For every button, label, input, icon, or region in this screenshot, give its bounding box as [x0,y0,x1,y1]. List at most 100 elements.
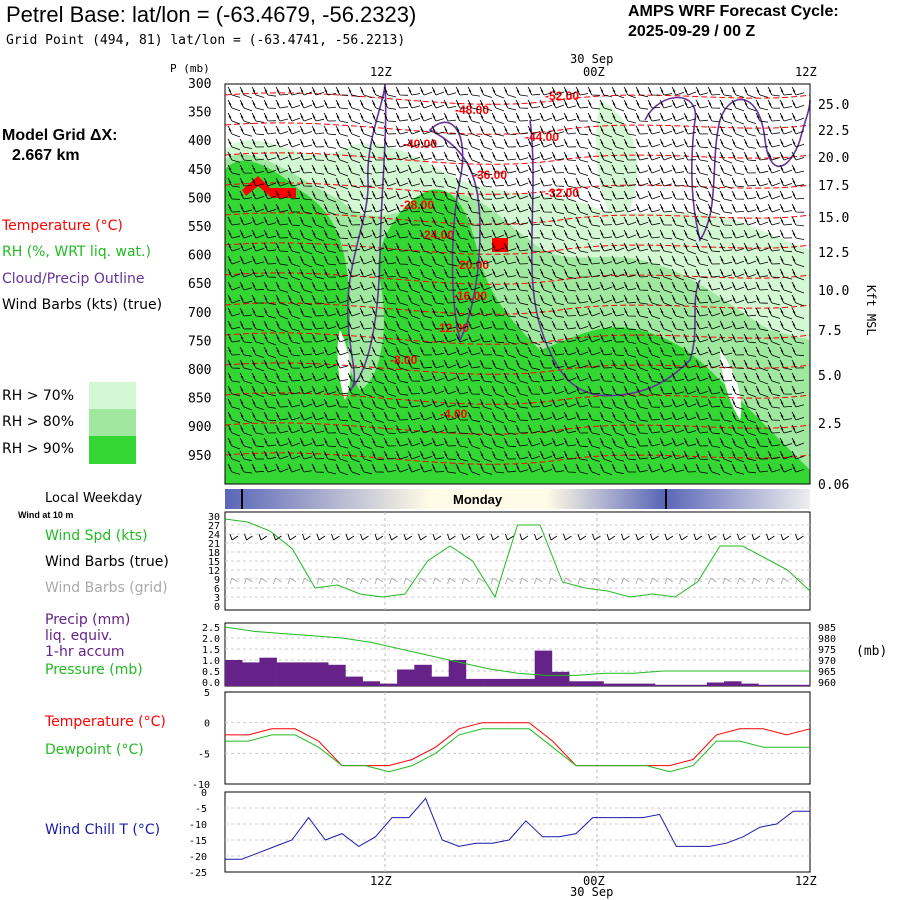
temperature-line [225,722,811,767]
wind-barb [467,320,481,330]
wind-barb [263,99,277,109]
wind-barb [323,398,337,408]
wind-barb [287,398,301,408]
temp-label-3: -40.00 [403,137,437,151]
surface-barb-true [331,533,340,541]
wind-barb [419,320,433,331]
wind-barb [791,177,805,187]
wind-barb [623,294,637,304]
wind-barb [779,346,793,358]
wind-barb [383,164,397,174]
wind-barb [719,424,733,436]
wind-barb [371,398,385,411]
wind-barb [719,372,733,382]
wind-barb [335,99,349,110]
wind-barb [239,450,253,462]
precip-bar [724,681,742,686]
temp-ytick: -5 [198,749,210,760]
wind-barb [731,359,745,369]
wind-barb [635,112,649,122]
wind-barb [311,190,325,202]
wind-barb [479,138,493,151]
wind-barb [707,346,721,356]
wind-barb [287,307,301,319]
wind-barb [671,463,685,473]
wind-barb [287,164,301,174]
wind-barb [275,255,289,266]
wind-barb [587,125,601,137]
surface-barb-true [534,533,543,541]
wind-barb [431,112,445,122]
dewpoint-label: Dewpoint (°C) [45,742,144,758]
wind-barb [383,372,397,385]
wind-barb [515,359,529,372]
surface-barb-grid [418,577,427,585]
wind-barb [731,86,745,98]
wind-barb [767,242,781,252]
wind-barb [755,255,769,265]
wind-barb [743,424,757,436]
wind-barb [719,320,733,330]
wind-barb [683,398,697,408]
wind-barb [455,424,469,435]
wind-barb [251,255,265,265]
surface-barb-true [795,533,804,541]
model-grid-value: 2.667 km [12,147,80,164]
wind-barb [323,112,337,122]
weekday-day-label: Monday [453,492,503,507]
wind-barb [731,463,745,475]
wind-barb [299,164,313,174]
wind-barb [647,333,661,346]
wind-barb [443,216,457,229]
height-tick: 25.0 [818,98,849,113]
wind-barb [467,385,481,395]
legend-rh80-label: RH > 80% [2,414,75,430]
wind-barb [551,307,565,318]
wind-barb [635,86,649,98]
wind-barb [683,294,697,305]
windchill-line [225,797,810,860]
wind-barb [647,463,661,473]
temp-label-6: -28.00 [400,198,434,212]
wind-barb [239,242,253,252]
wind-barb [611,372,625,384]
wind-barb [479,333,493,343]
wind-barb [287,229,301,240]
wind-barb [563,151,577,161]
windchill-ytick: -20 [189,852,207,863]
wind-barb [467,450,481,463]
wind-barb [323,177,337,190]
wind-barb [635,268,649,278]
wind-barb [311,450,325,460]
wind-barb [599,411,613,423]
wind-barb [347,398,361,410]
wind-barb [287,320,301,332]
wind-barb [347,294,361,304]
wind-barb [767,138,781,148]
wind-barb [791,164,805,174]
wind-barb [599,164,613,176]
wind-barb [311,177,325,189]
wind-barb [479,437,493,450]
wind-barb [359,229,373,239]
wind-barb [503,398,517,410]
wind-barb [599,437,613,450]
wind-barb [563,99,577,109]
wind-barb [599,86,613,98]
wind-barb [563,138,577,148]
wind-barb [539,138,553,148]
wind-barb [611,242,625,252]
wind-barb [287,112,301,122]
wind-barb [347,125,361,138]
surface-barb-grid [244,577,253,585]
wind-barb [779,125,793,135]
wind-barb [299,372,313,382]
wind-barb [443,307,457,317]
wind-barb [551,112,565,122]
wind-barb [311,112,325,122]
wind-barb [707,424,721,435]
wind-barb [227,86,241,98]
wind-barb [419,281,433,294]
wind-barb [239,281,253,291]
wind-barb [695,138,709,149]
